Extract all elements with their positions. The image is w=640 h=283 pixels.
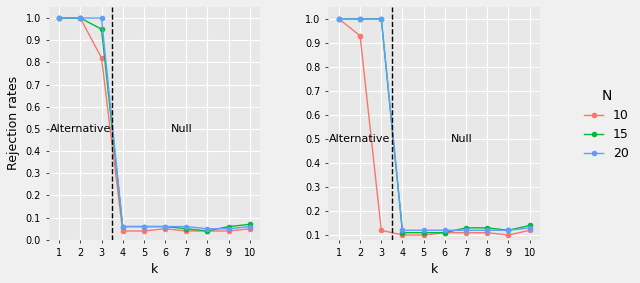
- X-axis label: k: k: [151, 263, 158, 276]
- Legend: 10, 15, 20: 10, 15, 20: [579, 84, 634, 165]
- Text: Null: Null: [171, 124, 193, 134]
- Text: Null: Null: [451, 134, 473, 144]
- Y-axis label: Rejection rates: Rejection rates: [7, 76, 20, 170]
- Text: Alternative: Alternative: [50, 124, 111, 134]
- X-axis label: k: k: [431, 263, 438, 276]
- Text: Alternative: Alternative: [330, 134, 391, 144]
